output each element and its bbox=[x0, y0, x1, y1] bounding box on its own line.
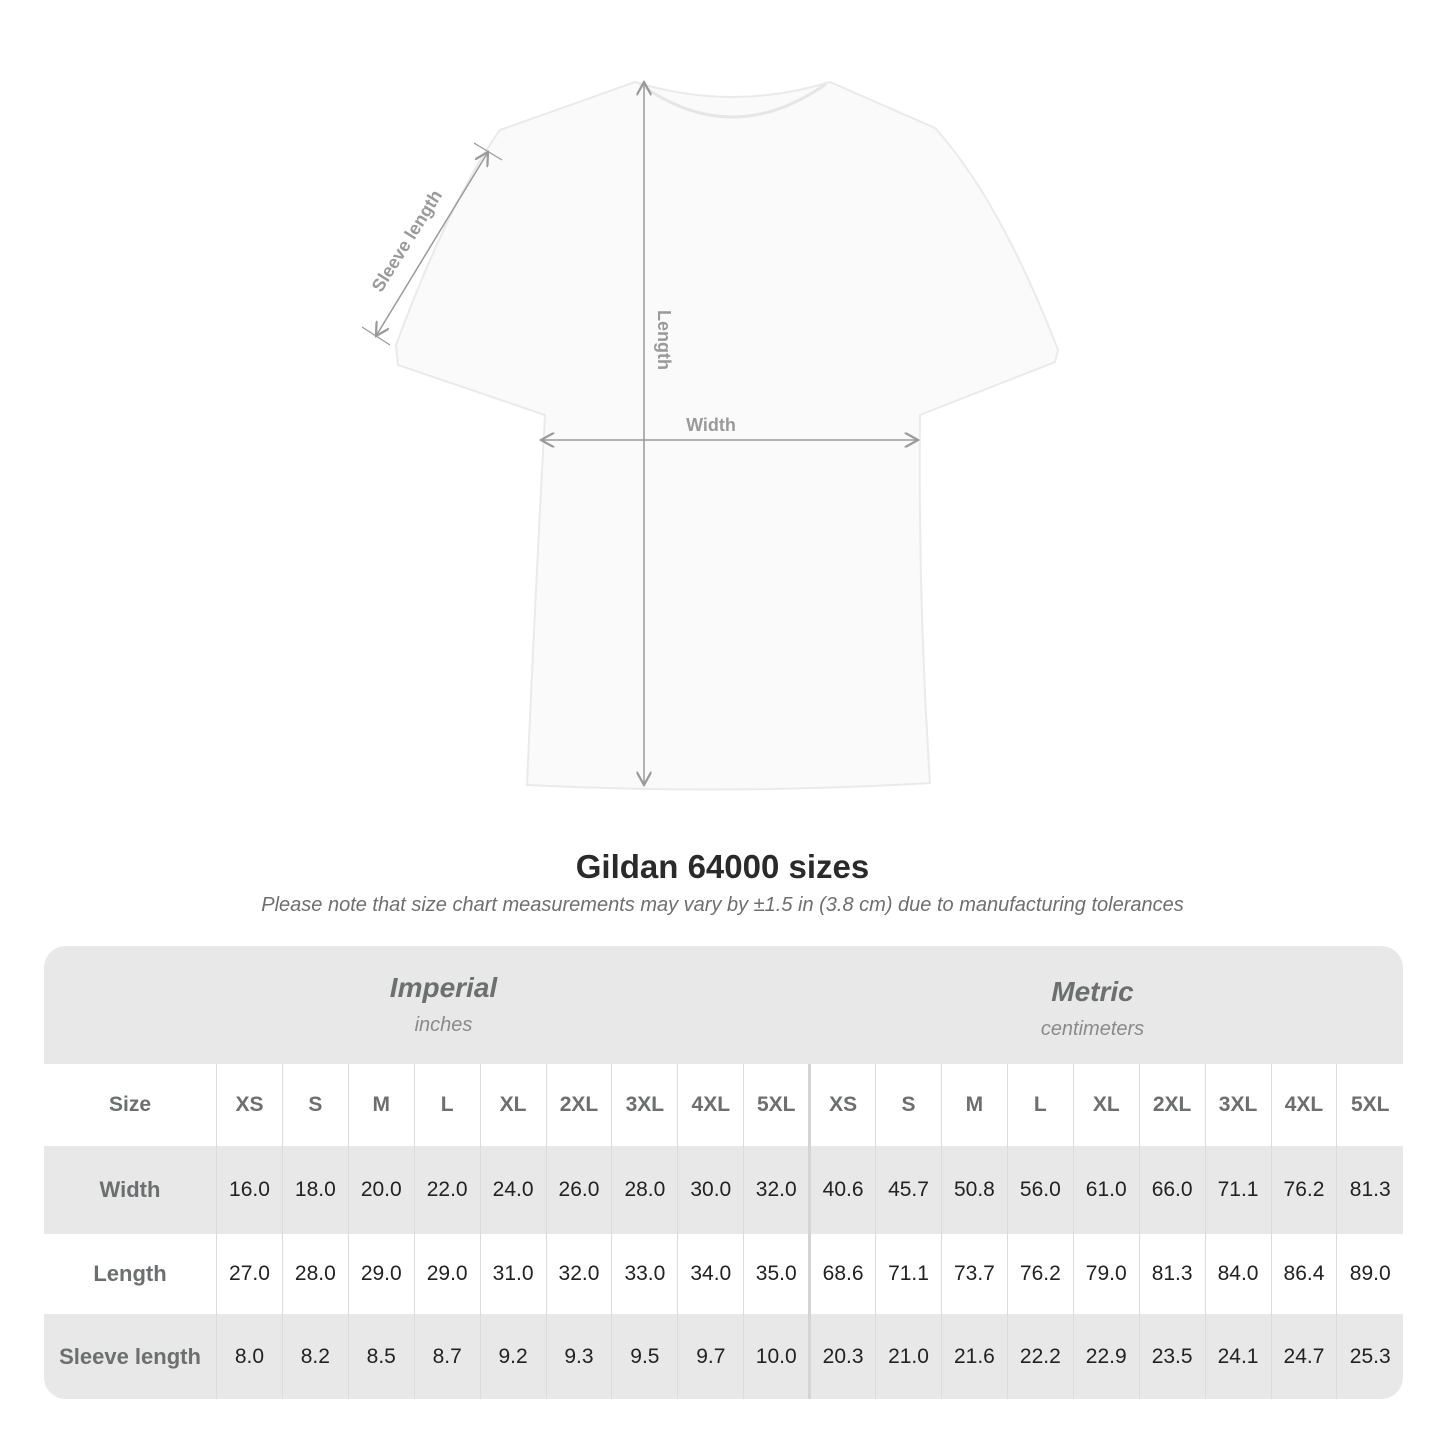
imperial-value: 31.0 bbox=[479, 1234, 547, 1314]
sleeve-tick bbox=[473, 142, 503, 161]
tshirt-shape bbox=[394, 80, 1060, 791]
metric-value: 21.0 bbox=[875, 1314, 942, 1399]
table-row-sleeve-length: Sleeve length 8.0 8.2 8.5 8.7 9.2 9.3 9.5 9.7 10.… bbox=[44, 1314, 1403, 1399]
imperial-value: 28.0 bbox=[611, 1146, 678, 1234]
metric-value: 81.3 bbox=[1138, 1234, 1206, 1314]
imperial-value: 34.0 bbox=[677, 1234, 744, 1314]
imperial-value: 8.0 bbox=[216, 1314, 283, 1399]
width-label: Width bbox=[686, 415, 736, 435]
metric-value: 73.7 bbox=[940, 1234, 1008, 1314]
tshirt-diagram: Sleeve length Length Width bbox=[361, 0, 1060, 791]
size-label: Size bbox=[108, 1093, 152, 1116]
imperial-value: 9.5 bbox=[611, 1314, 678, 1399]
collar bbox=[639, 82, 827, 119]
imperial-value: 16.0 bbox=[216, 1146, 283, 1234]
tolerance-note: Please note that size chart measurements… bbox=[261, 894, 1184, 916]
metric-size-4xl: 4XL bbox=[1270, 1064, 1337, 1146]
metric-size-xl: XL bbox=[1072, 1064, 1140, 1146]
imperial-value: 9.2 bbox=[479, 1314, 547, 1399]
imperial-title: Imperial bbox=[389, 972, 498, 1003]
imperial-value: 28.0 bbox=[281, 1234, 349, 1314]
metric-size-5xl: 5XL bbox=[1336, 1064, 1403, 1146]
metric-size-2xl: 2XL bbox=[1138, 1064, 1206, 1146]
metric-value: 22.2 bbox=[1006, 1314, 1074, 1399]
page-title: Gildan 64000 sizes bbox=[575, 848, 870, 885]
imperial-value: 20.0 bbox=[347, 1146, 415, 1234]
imperial-size-5xl: 5XL bbox=[743, 1064, 810, 1146]
metric-size-l: L bbox=[1006, 1064, 1074, 1146]
metric-value: 71.1 bbox=[875, 1234, 942, 1314]
sleeve-tick bbox=[361, 326, 391, 346]
imperial-value: 30.0 bbox=[677, 1146, 744, 1234]
imperial-header: Imperial inches bbox=[216, 946, 671, 1090]
metric-value: 61.0 bbox=[1072, 1146, 1140, 1234]
row-label: Sleeve length bbox=[59, 1343, 201, 1369]
imperial-value: 8.7 bbox=[413, 1314, 481, 1399]
imperial-value: 10.0 bbox=[743, 1314, 810, 1399]
imperial-value: 33.0 bbox=[611, 1234, 678, 1314]
metric-value: 76.2 bbox=[1270, 1146, 1337, 1234]
metric-value: 76.2 bbox=[1006, 1234, 1074, 1314]
imperial-value: 35.0 bbox=[743, 1234, 810, 1314]
imperial-value: 24.0 bbox=[479, 1146, 547, 1234]
metric-title: Metric bbox=[1051, 976, 1134, 1007]
imperial-size-m: M bbox=[347, 1064, 415, 1146]
imperial-value: 27.0 bbox=[216, 1234, 283, 1314]
metric-value: 84.0 bbox=[1204, 1234, 1271, 1314]
metric-value: 40.6 bbox=[808, 1146, 876, 1234]
metric-value: 24.1 bbox=[1204, 1314, 1271, 1399]
size-table: Size XS S M L XL 2XL 3XL 4XL 5XL XS S M L XL 2XL 3XL 4XL 5… bbox=[44, 1064, 1403, 1399]
imperial-value: 9.7 bbox=[677, 1314, 744, 1399]
imperial-value: 26.0 bbox=[545, 1146, 612, 1234]
imperial-value: 8.2 bbox=[281, 1314, 349, 1399]
metric-value: 21.6 bbox=[940, 1314, 1008, 1399]
metric-value: 23.5 bbox=[1138, 1314, 1206, 1399]
imperial-size-xl: XL bbox=[479, 1064, 547, 1146]
imperial-value: 29.0 bbox=[347, 1234, 415, 1314]
imperial-size-4xl: 4XL bbox=[677, 1064, 744, 1146]
metric-value: 56.0 bbox=[1006, 1146, 1074, 1234]
imperial-value: 18.0 bbox=[281, 1146, 349, 1234]
metric-value: 86.4 bbox=[1270, 1234, 1337, 1314]
metric-value: 24.7 bbox=[1270, 1314, 1337, 1399]
imperial-unit: inches bbox=[414, 1014, 473, 1036]
sleeve-arrow bbox=[376, 152, 488, 336]
imperial-size-s: S bbox=[281, 1064, 349, 1146]
metric-value: 68.6 bbox=[808, 1234, 876, 1314]
length-label: Length bbox=[654, 310, 674, 370]
imperial-size-2xl: 2XL bbox=[545, 1064, 612, 1146]
size-chart: Imperial inches Metric centimeters Size X… bbox=[44, 946, 1403, 1399]
metric-size-xs: XS bbox=[808, 1064, 876, 1146]
metric-value: 20.3 bbox=[808, 1314, 876, 1399]
metric-value: 22.9 bbox=[1072, 1314, 1140, 1399]
table-row-width: Width 16.0 18.0 20.0 22.0 24.0 26.0 28.0 30.0 32.… bbox=[44, 1146, 1403, 1234]
imperial-value: 32.0 bbox=[743, 1146, 810, 1234]
metric-value: 79.0 bbox=[1072, 1234, 1140, 1314]
metric-value: 81.3 bbox=[1336, 1146, 1403, 1234]
imperial-size-3xl: 3XL bbox=[611, 1064, 678, 1146]
row-label: Length bbox=[93, 1261, 167, 1286]
metric-value: 45.7 bbox=[875, 1146, 942, 1234]
metric-size-m: M bbox=[940, 1064, 1008, 1146]
imperial-value: 29.0 bbox=[413, 1234, 481, 1314]
size-header-row: Size XS S M L XL 2XL 3XL 4XL 5XL XS S M L XL 2XL 3XL 4XL 5… bbox=[44, 1064, 1403, 1146]
imperial-value: 9.3 bbox=[545, 1314, 612, 1399]
row-label: Width bbox=[99, 1177, 161, 1202]
imperial-value: 8.5 bbox=[347, 1314, 415, 1399]
metric-header: Metric centimeters bbox=[810, 946, 1375, 1094]
metric-value: 89.0 bbox=[1336, 1234, 1403, 1314]
imperial-size-l: L bbox=[413, 1064, 481, 1146]
table-row-length: Length 27.0 28.0 29.0 29.0 31.0 32.0 33.0 34.0 35… bbox=[44, 1234, 1403, 1314]
metric-value: 71.1 bbox=[1204, 1146, 1271, 1234]
metric-value: 66.0 bbox=[1138, 1146, 1206, 1234]
imperial-size-xs: XS bbox=[216, 1064, 283, 1146]
metric-size-3xl: 3XL bbox=[1204, 1064, 1271, 1146]
metric-size-s: S bbox=[875, 1064, 942, 1146]
metric-unit: centimeters bbox=[1040, 1018, 1145, 1040]
imperial-value: 32.0 bbox=[545, 1234, 612, 1314]
metric-value: 25.3 bbox=[1336, 1314, 1403, 1399]
imperial-value: 22.0 bbox=[413, 1146, 481, 1234]
metric-value: 50.8 bbox=[940, 1146, 1008, 1234]
